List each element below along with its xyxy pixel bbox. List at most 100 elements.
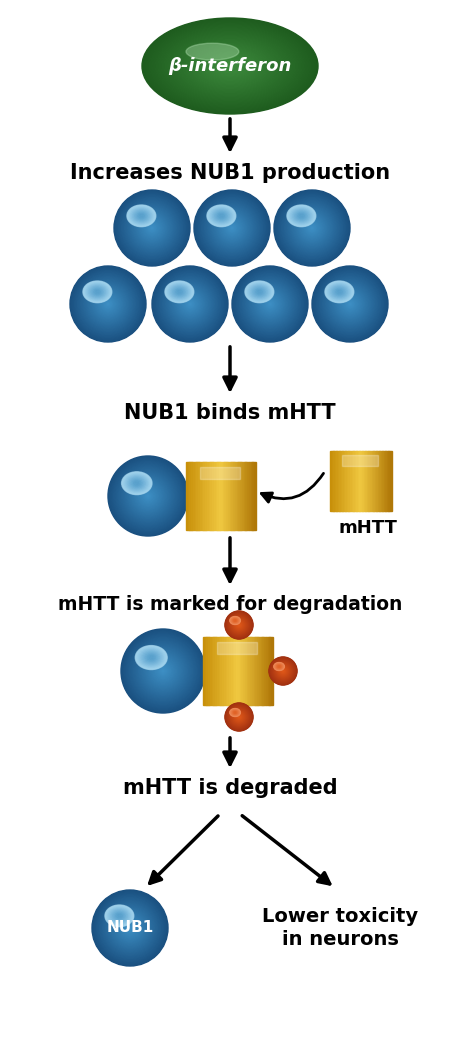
Ellipse shape	[185, 300, 195, 308]
Ellipse shape	[219, 214, 246, 242]
Ellipse shape	[227, 612, 251, 638]
Ellipse shape	[234, 712, 244, 722]
Ellipse shape	[233, 711, 245, 723]
Text: mHTT is marked for degradation: mHTT is marked for degradation	[58, 596, 402, 615]
Ellipse shape	[313, 267, 386, 340]
Ellipse shape	[90, 286, 105, 297]
Ellipse shape	[83, 281, 112, 303]
Ellipse shape	[104, 902, 156, 954]
Ellipse shape	[235, 713, 243, 721]
Ellipse shape	[95, 892, 165, 964]
Ellipse shape	[147, 655, 179, 687]
Ellipse shape	[228, 614, 250, 637]
Bar	[189, 463, 192, 530]
Ellipse shape	[301, 216, 324, 240]
Bar	[249, 463, 251, 530]
Ellipse shape	[329, 284, 350, 300]
Ellipse shape	[127, 476, 147, 491]
Ellipse shape	[235, 713, 243, 721]
Ellipse shape	[319, 274, 380, 335]
Ellipse shape	[123, 921, 137, 935]
Bar	[271, 637, 273, 705]
Ellipse shape	[290, 206, 334, 250]
Ellipse shape	[234, 620, 236, 622]
Ellipse shape	[192, 45, 268, 87]
Ellipse shape	[173, 35, 287, 97]
Ellipse shape	[158, 26, 302, 106]
Ellipse shape	[329, 283, 371, 325]
Ellipse shape	[326, 281, 373, 327]
Ellipse shape	[129, 927, 131, 929]
Ellipse shape	[225, 63, 234, 69]
Ellipse shape	[140, 648, 186, 694]
Ellipse shape	[99, 295, 117, 314]
Ellipse shape	[274, 662, 292, 680]
Ellipse shape	[143, 19, 317, 113]
Ellipse shape	[168, 33, 292, 99]
Ellipse shape	[116, 191, 189, 264]
Ellipse shape	[326, 282, 352, 302]
Ellipse shape	[230, 617, 240, 624]
Ellipse shape	[113, 911, 125, 920]
Ellipse shape	[169, 284, 189, 300]
Ellipse shape	[230, 709, 248, 725]
Ellipse shape	[195, 191, 268, 264]
Ellipse shape	[234, 712, 236, 714]
Ellipse shape	[237, 623, 241, 627]
Ellipse shape	[226, 612, 252, 638]
Bar	[208, 637, 210, 705]
Ellipse shape	[334, 287, 345, 296]
Ellipse shape	[278, 665, 280, 667]
Ellipse shape	[332, 286, 367, 321]
Bar	[226, 637, 228, 705]
Ellipse shape	[87, 283, 129, 325]
Ellipse shape	[276, 664, 282, 668]
Ellipse shape	[276, 664, 283, 670]
Ellipse shape	[71, 267, 144, 340]
Ellipse shape	[113, 911, 147, 945]
Ellipse shape	[92, 288, 124, 320]
Ellipse shape	[152, 23, 308, 109]
Ellipse shape	[304, 220, 320, 237]
Ellipse shape	[84, 282, 110, 302]
Ellipse shape	[259, 293, 281, 316]
Ellipse shape	[257, 291, 283, 317]
Ellipse shape	[105, 301, 111, 307]
Ellipse shape	[278, 666, 288, 676]
Ellipse shape	[87, 284, 108, 300]
Ellipse shape	[331, 286, 347, 298]
Ellipse shape	[148, 655, 154, 660]
Ellipse shape	[172, 286, 187, 297]
Ellipse shape	[149, 656, 154, 659]
Ellipse shape	[284, 201, 339, 256]
Bar	[193, 463, 195, 530]
Ellipse shape	[172, 286, 207, 321]
Ellipse shape	[213, 56, 248, 76]
Ellipse shape	[227, 614, 251, 637]
Ellipse shape	[236, 622, 242, 628]
Ellipse shape	[319, 272, 381, 335]
Ellipse shape	[231, 618, 239, 623]
Bar	[384, 451, 386, 511]
Ellipse shape	[332, 286, 368, 322]
Ellipse shape	[151, 23, 309, 109]
Ellipse shape	[211, 208, 232, 224]
Ellipse shape	[231, 710, 239, 715]
Ellipse shape	[128, 206, 155, 226]
Ellipse shape	[292, 209, 311, 223]
Bar	[210, 637, 212, 705]
Ellipse shape	[175, 288, 183, 295]
Ellipse shape	[278, 666, 288, 676]
Ellipse shape	[201, 50, 260, 82]
Ellipse shape	[208, 54, 252, 78]
Ellipse shape	[273, 661, 293, 680]
Ellipse shape	[103, 901, 157, 956]
Ellipse shape	[123, 471, 173, 521]
Ellipse shape	[95, 290, 122, 318]
Ellipse shape	[142, 490, 154, 503]
Ellipse shape	[226, 704, 252, 730]
Ellipse shape	[230, 708, 248, 727]
Ellipse shape	[124, 473, 150, 493]
Ellipse shape	[325, 279, 375, 329]
Ellipse shape	[272, 660, 294, 682]
